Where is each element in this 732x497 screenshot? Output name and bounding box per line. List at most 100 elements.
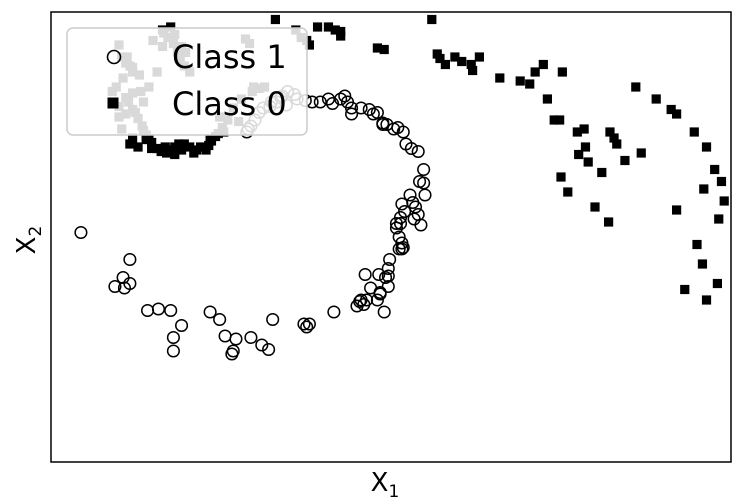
class-0-point-71 bbox=[372, 43, 382, 53]
class-1-point-67 bbox=[366, 107, 380, 121]
legend-class1-label: Class 1 bbox=[172, 38, 287, 76]
class-0-point-107 bbox=[701, 142, 712, 152]
class-1-point-14 bbox=[218, 329, 232, 343]
class-1-point-66 bbox=[362, 102, 376, 117]
class-0-point-79 bbox=[466, 59, 476, 70]
class-0-point-121 bbox=[620, 155, 630, 166]
class-0-point-131 bbox=[160, 142, 170, 152]
class-0-point-96 bbox=[605, 127, 615, 137]
class-0-point-101 bbox=[590, 202, 600, 212]
class-1-point-17 bbox=[229, 332, 243, 346]
class-0-point-73 bbox=[427, 14, 437, 25]
class-0-point-28 bbox=[174, 139, 184, 149]
class-1-point-38 bbox=[377, 305, 391, 319]
class-0-point-114 bbox=[692, 239, 702, 250]
class-1-point-71 bbox=[338, 89, 352, 103]
class-0-point-104 bbox=[651, 94, 661, 104]
class-1-point-5 bbox=[117, 281, 131, 295]
class-0-point-81 bbox=[474, 52, 484, 62]
class-0-point-105 bbox=[672, 109, 682, 119]
class-0-point-22 bbox=[147, 137, 157, 148]
class-0-point-112 bbox=[714, 214, 724, 224]
class-1-point-56 bbox=[417, 162, 431, 177]
class-0-point-109 bbox=[699, 184, 709, 194]
class-1-point-101 bbox=[358, 267, 372, 282]
class-0-point-91 bbox=[572, 127, 582, 137]
class-1-point-10 bbox=[166, 330, 180, 345]
class-1-point-23 bbox=[300, 320, 314, 334]
class-0-point-85 bbox=[530, 67, 540, 77]
class-1-point-98 bbox=[395, 197, 409, 211]
class-0-point-128 bbox=[189, 148, 199, 158]
class-0-point-99 bbox=[556, 172, 566, 182]
class-0-point-83 bbox=[515, 76, 525, 86]
class-1-point-0 bbox=[74, 225, 88, 240]
class-1-point-25 bbox=[327, 305, 341, 319]
class-0-point-108 bbox=[710, 164, 720, 175]
class-1-point-11 bbox=[166, 344, 180, 358]
class-0-point-134 bbox=[128, 133, 138, 143]
class-0-point-77 bbox=[450, 52, 460, 62]
class-1-point-96 bbox=[376, 117, 390, 132]
class-0-point-132 bbox=[147, 143, 157, 154]
class-0-point-72 bbox=[379, 44, 389, 55]
class-1-point-36 bbox=[381, 269, 395, 283]
class-1-point-97 bbox=[407, 212, 421, 226]
class-0-point-102 bbox=[604, 217, 614, 227]
class-1-point-9 bbox=[175, 318, 189, 333]
class-1-point-57 bbox=[411, 144, 425, 159]
class-0-point-82 bbox=[495, 73, 505, 83]
class-0-point-119 bbox=[666, 104, 676, 115]
class-0-point-92 bbox=[579, 124, 589, 134]
class-1-point-39 bbox=[383, 252, 397, 267]
class-0-point-116 bbox=[712, 278, 722, 289]
class-1-point-13 bbox=[213, 312, 227, 327]
class-1-point-1 bbox=[123, 252, 137, 267]
class-0-point-87 bbox=[557, 67, 567, 77]
class-0-point-65 bbox=[304, 40, 314, 50]
class-0-point-84 bbox=[525, 79, 535, 89]
class-0-point-120 bbox=[597, 167, 607, 178]
legend: Class 1 Class 0 bbox=[66, 27, 308, 136]
class-1-point-43 bbox=[395, 236, 409, 250]
class-0-point-89 bbox=[555, 115, 565, 125]
class-0-point-106 bbox=[689, 127, 699, 137]
class-1-point-20 bbox=[262, 342, 276, 357]
y-axis-label: X2 bbox=[12, 226, 46, 255]
class-1-point-95 bbox=[389, 216, 403, 231]
class-1-point-44 bbox=[392, 230, 406, 244]
class-0-point-127 bbox=[196, 142, 206, 152]
class-1-point-69 bbox=[345, 107, 359, 121]
class-1-point-53 bbox=[418, 188, 432, 202]
class-1-point-94 bbox=[403, 188, 417, 202]
class-0-point-29 bbox=[179, 139, 189, 149]
class-1-point-68 bbox=[354, 101, 368, 115]
class-1-point-12 bbox=[203, 305, 217, 319]
class-1-point-48 bbox=[398, 204, 412, 219]
class-0-point-133 bbox=[133, 142, 143, 152]
class-0-point-70 bbox=[336, 31, 346, 41]
class-1-point-52 bbox=[414, 218, 428, 232]
class-0-point-95 bbox=[583, 157, 593, 167]
class-1-point-73 bbox=[325, 96, 340, 111]
class-1-point-24 bbox=[302, 317, 316, 331]
class-1-point-27 bbox=[353, 294, 367, 309]
class-0-point-61 bbox=[270, 14, 280, 25]
class-0-point-94 bbox=[574, 149, 584, 160]
class-1-point-4 bbox=[108, 279, 122, 294]
class-0-point-118 bbox=[701, 295, 712, 305]
class-0-point-129 bbox=[176, 145, 187, 155]
class-0-point-111 bbox=[719, 196, 729, 206]
class-1-point-32 bbox=[370, 293, 384, 307]
x-axis-label: X1 bbox=[371, 468, 400, 497]
class-0-point-113 bbox=[672, 205, 682, 215]
class-0-point-103 bbox=[631, 82, 641, 92]
legend-class1-marker bbox=[106, 49, 122, 65]
class-1-point-37 bbox=[381, 261, 395, 276]
class-1-point-29 bbox=[354, 293, 368, 307]
class-0-point-130 bbox=[170, 149, 180, 160]
class-0-point-88 bbox=[542, 94, 552, 104]
class-0-point-67 bbox=[323, 22, 334, 32]
class-0-point-90 bbox=[549, 115, 559, 125]
class-1-point-21 bbox=[266, 312, 280, 327]
